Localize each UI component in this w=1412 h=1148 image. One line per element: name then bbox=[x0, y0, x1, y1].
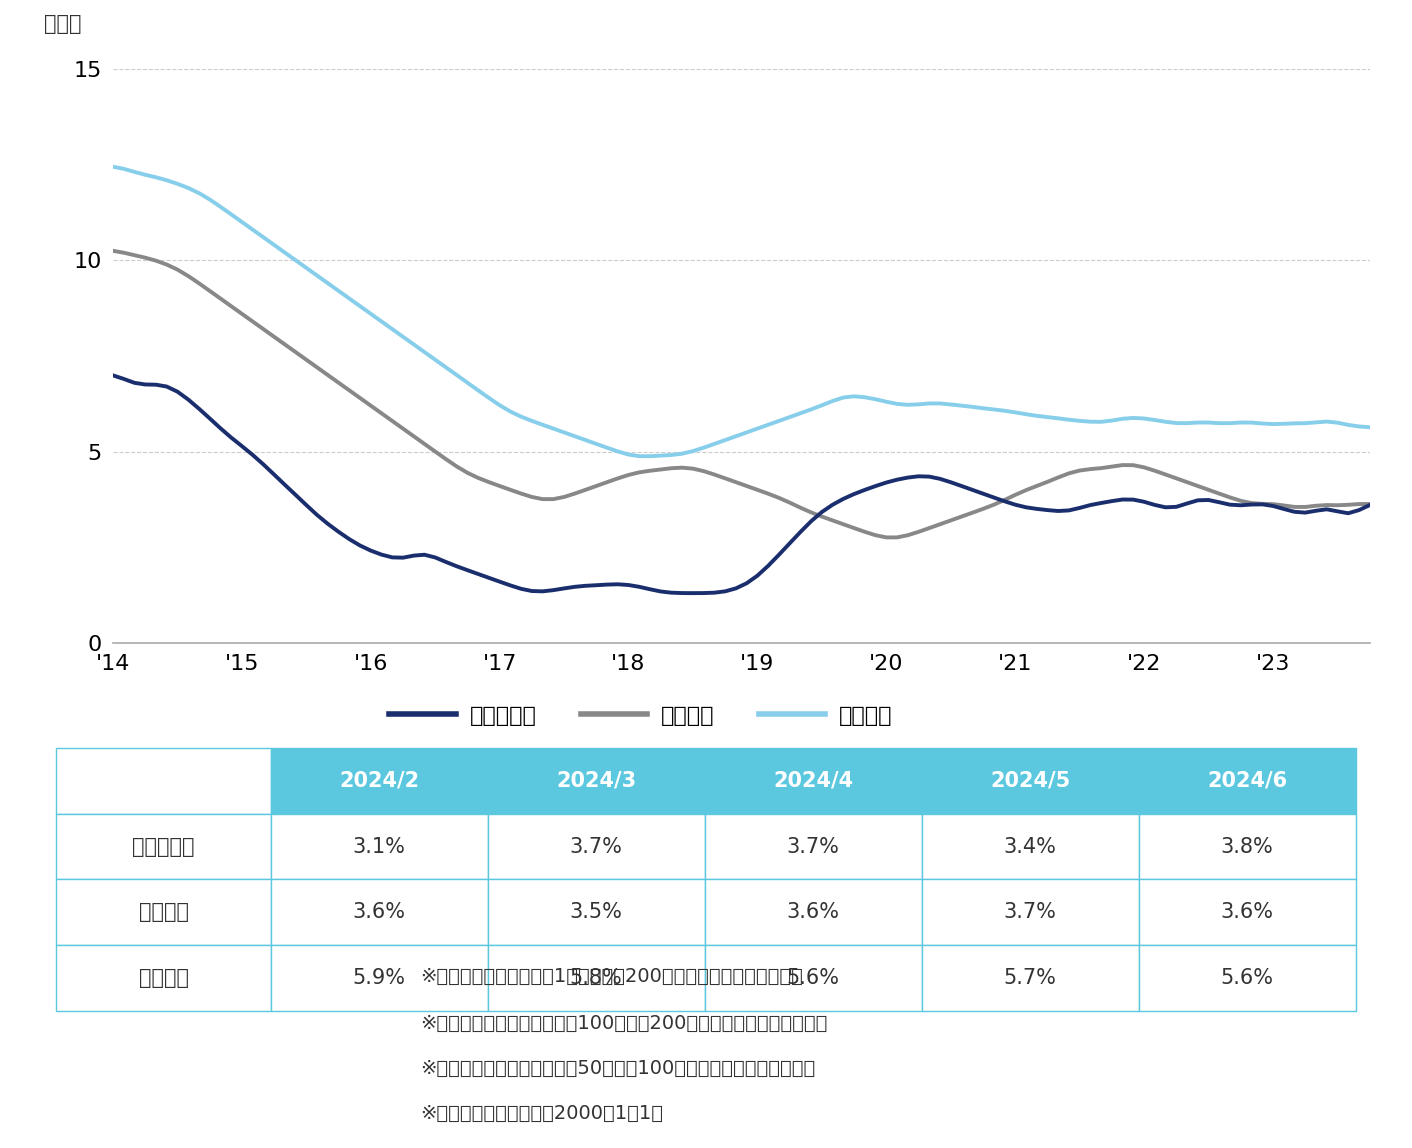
Bar bbox=[922, 879, 1138, 945]
Text: 3.5%: 3.5% bbox=[570, 902, 623, 922]
Bar bbox=[922, 945, 1138, 1010]
Text: （％）: （％） bbox=[44, 15, 82, 34]
Text: ※統　計　開　始　日：2000年1月1日: ※統 計 開 始 日：2000年1月1日 bbox=[421, 1103, 664, 1123]
Legend: 大規模ビル, 大型ビル, 中型ビル: 大規模ビル, 大型ビル, 中型ビル bbox=[380, 697, 901, 735]
Bar bbox=[271, 945, 487, 1010]
Text: 5.8%: 5.8% bbox=[570, 968, 623, 988]
Text: 大規模ビル: 大規模ビル bbox=[133, 837, 195, 856]
Text: 5.6%: 5.6% bbox=[1220, 968, 1274, 988]
Bar bbox=[922, 814, 1138, 879]
Text: 2024/5: 2024/5 bbox=[990, 770, 1070, 791]
Text: 3.7%: 3.7% bbox=[1004, 902, 1056, 922]
Bar bbox=[705, 945, 922, 1010]
Text: 大型ビル: 大型ビル bbox=[138, 902, 189, 922]
Bar bbox=[56, 748, 271, 814]
Text: 2024/2: 2024/2 bbox=[339, 770, 419, 791]
Text: 2024/6: 2024/6 bbox=[1207, 770, 1288, 791]
Bar bbox=[705, 814, 922, 879]
Bar bbox=[487, 814, 705, 879]
Bar bbox=[487, 879, 705, 945]
Text: 5.7%: 5.7% bbox=[1004, 968, 1056, 988]
Bar bbox=[271, 748, 487, 814]
Bar bbox=[1138, 748, 1356, 814]
Text: ※大　規　模　ビ　ル：1フロア面積200坤以上の賌貸オフィスビル: ※大 規 模 ビ ル：1フロア面積200坤以上の賌貸オフィスビル bbox=[421, 967, 803, 986]
Text: 3.1%: 3.1% bbox=[353, 837, 405, 856]
Text: 3.7%: 3.7% bbox=[786, 837, 840, 856]
Bar bbox=[56, 814, 271, 879]
Text: 5.9%: 5.9% bbox=[353, 968, 405, 988]
Bar bbox=[922, 748, 1138, 814]
Text: ※中　　型　　ビ　　ル：同50坤以上100坤未満の賌貸オフィスビル: ※中 型 ビ ル：同50坤以上100坤未満の賌貸オフィスビル bbox=[421, 1058, 816, 1078]
Bar bbox=[1138, 945, 1356, 1010]
Bar bbox=[271, 814, 487, 879]
Text: 3.8%: 3.8% bbox=[1221, 837, 1274, 856]
Text: 3.6%: 3.6% bbox=[353, 902, 405, 922]
Text: 3.6%: 3.6% bbox=[786, 902, 840, 922]
Bar bbox=[1138, 814, 1356, 879]
Bar bbox=[487, 748, 705, 814]
Bar bbox=[705, 879, 922, 945]
Bar bbox=[1138, 879, 1356, 945]
Text: 3.6%: 3.6% bbox=[1220, 902, 1274, 922]
Bar bbox=[56, 945, 271, 1010]
Bar bbox=[56, 879, 271, 945]
Text: 3.4%: 3.4% bbox=[1004, 837, 1056, 856]
Bar bbox=[271, 879, 487, 945]
Text: 2024/3: 2024/3 bbox=[556, 770, 637, 791]
Text: 3.7%: 3.7% bbox=[570, 837, 623, 856]
Bar bbox=[705, 748, 922, 814]
Text: 5.6%: 5.6% bbox=[786, 968, 840, 988]
Bar bbox=[487, 945, 705, 1010]
Text: ※大　　型　　ビ　　ル：同100坤以上200坤未満の賌貸オフィスビル: ※大 型 ビ ル：同100坤以上200坤未満の賌貸オフィスビル bbox=[421, 1014, 827, 1033]
Text: 中型ビル: 中型ビル bbox=[138, 968, 189, 988]
Text: 2024/4: 2024/4 bbox=[774, 770, 853, 791]
